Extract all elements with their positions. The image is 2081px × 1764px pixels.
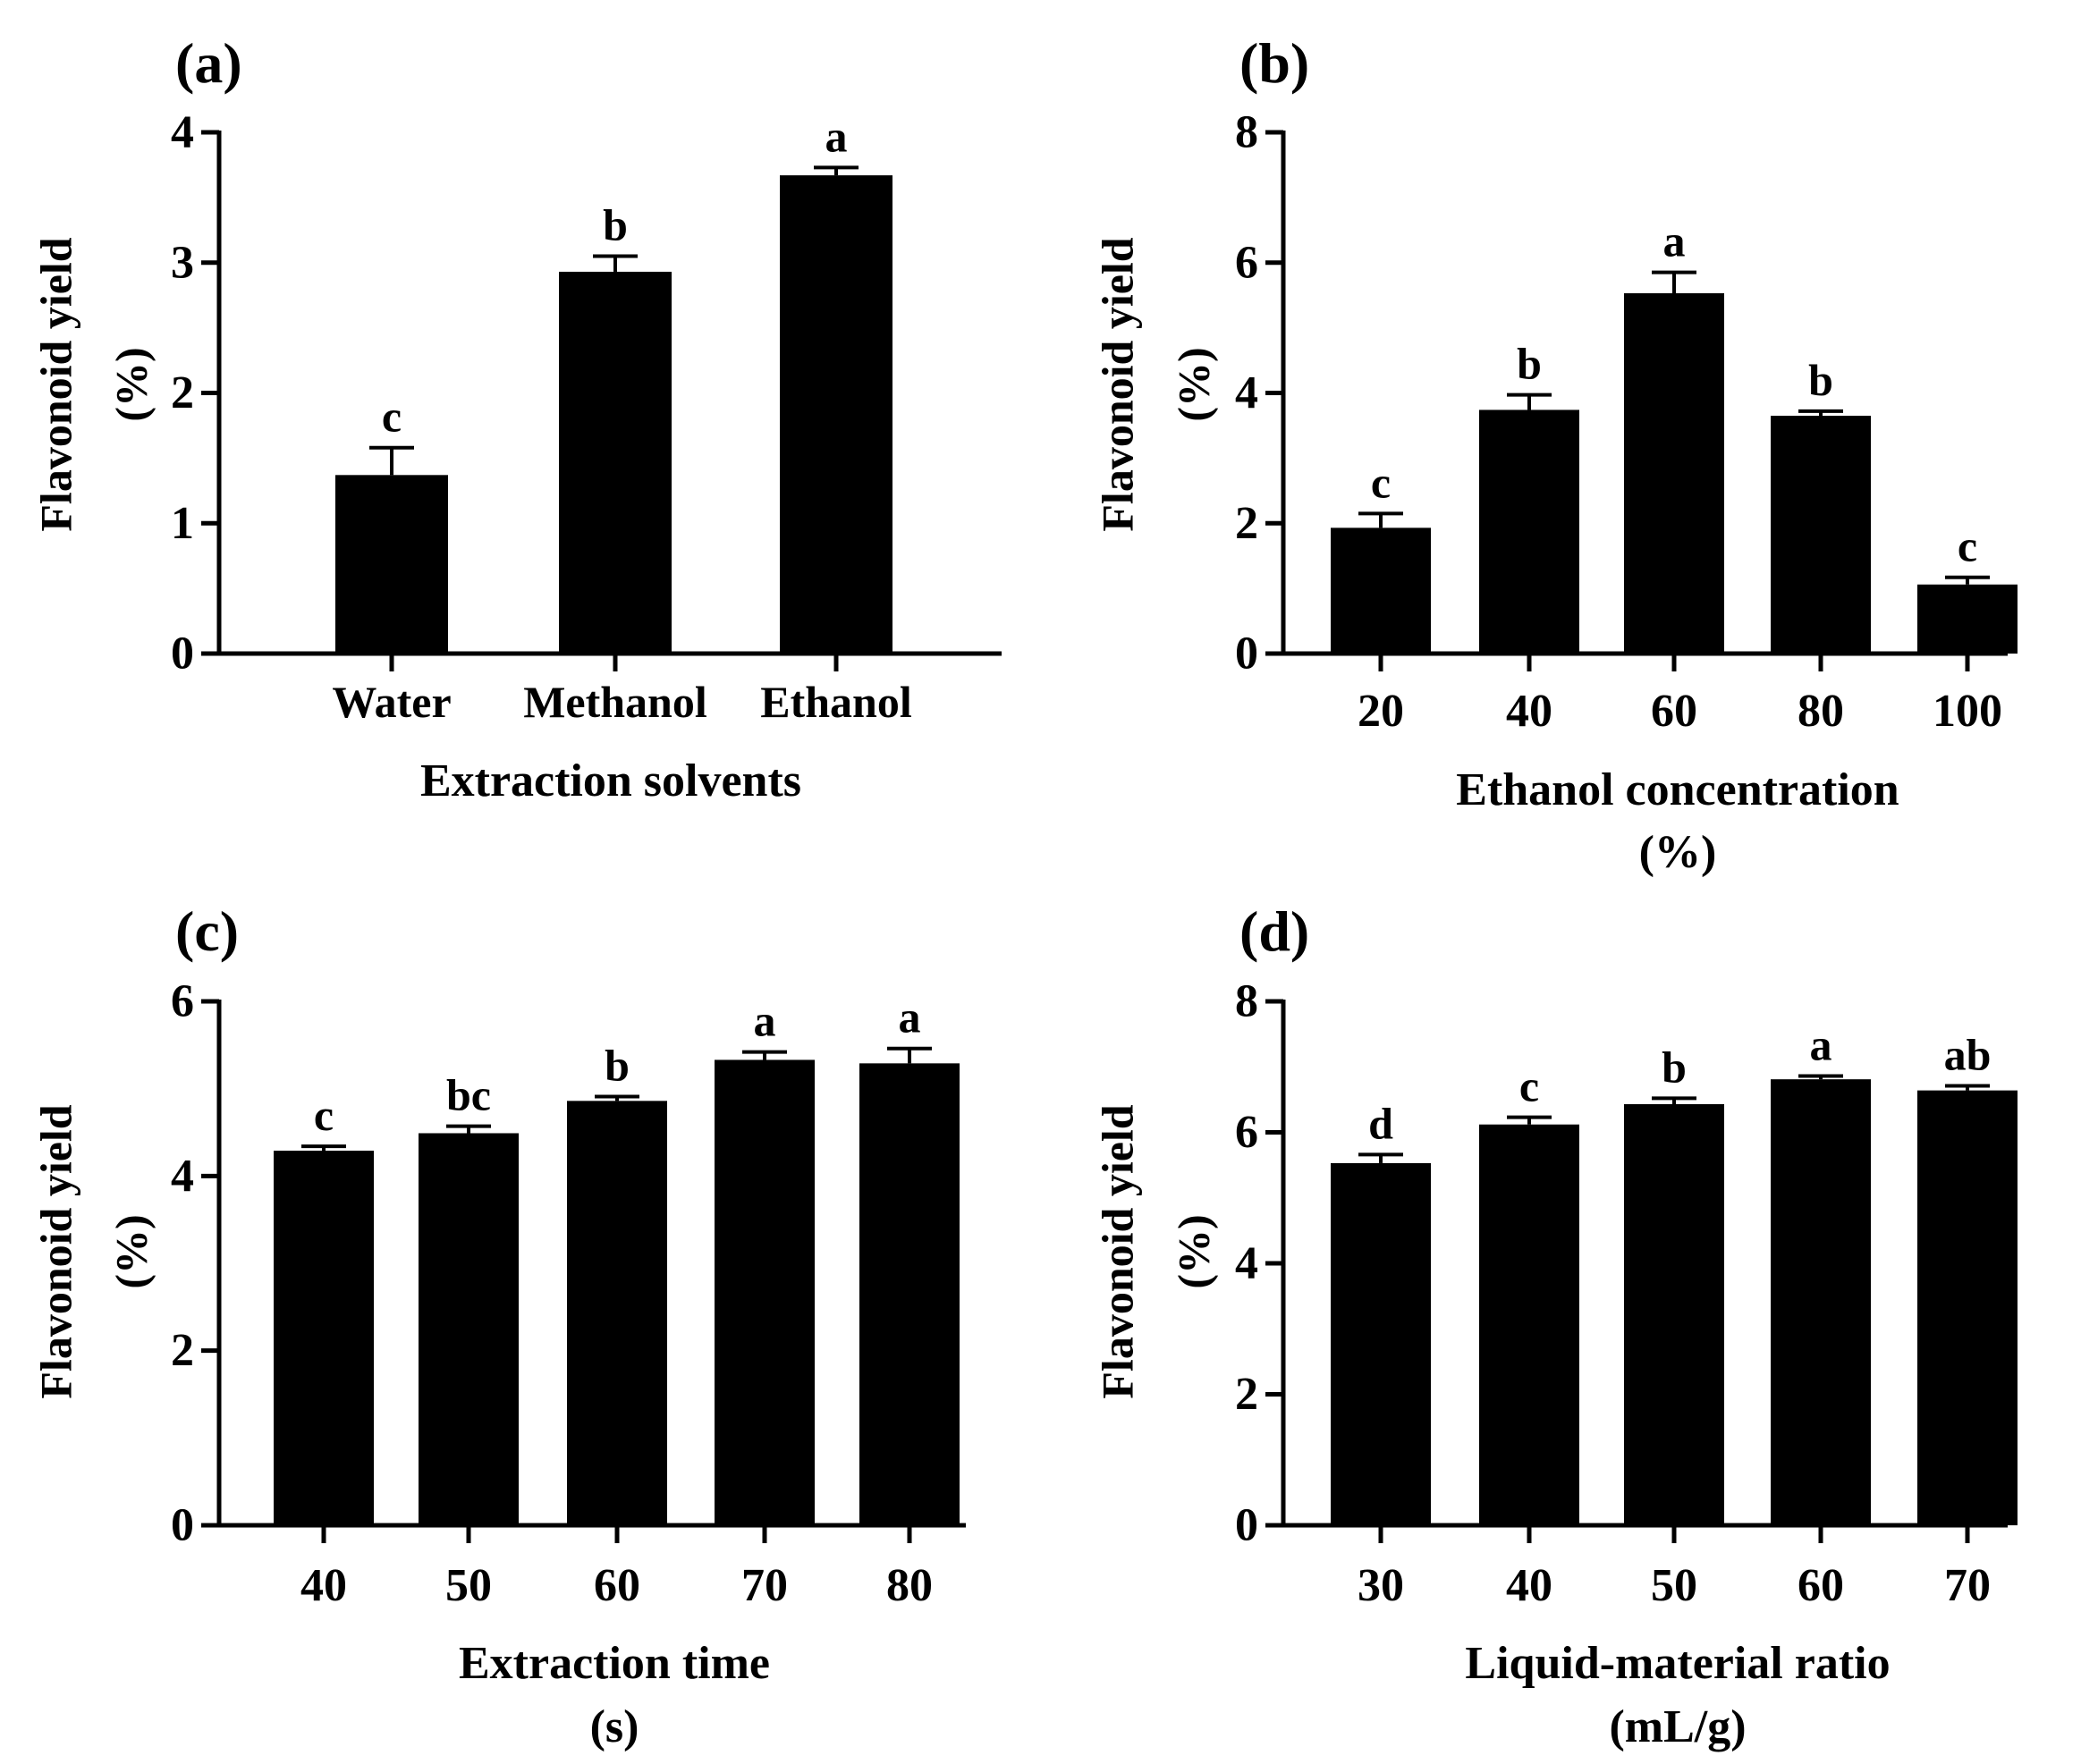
y-axis-unit: (%): [106, 1214, 156, 1288]
bar-40: [1479, 409, 1579, 654]
y-axis-title: Flavonoid yield: [1092, 1104, 1142, 1398]
x-tick-label: 40: [300, 1560, 347, 1611]
bar-40: [274, 1151, 374, 1525]
chart-panel-c: (c) Flavonoid yield (%) 0 2 4 6 c 40 bc 50 b 60 a 70 a 8…: [30, 899, 966, 1752]
bar-20: [1331, 528, 1431, 654]
bar-Water: [335, 475, 448, 654]
y-axis-unit: (%): [1168, 1214, 1218, 1288]
y-tick-label: 8: [1235, 107, 1258, 158]
y-tick-label: 1: [171, 498, 194, 549]
bar-30: [1331, 1162, 1431, 1525]
significance-letter: c: [1958, 521, 1977, 571]
significance-letter: c: [314, 1090, 334, 1140]
x-tick-label: Ethanol: [760, 677, 912, 727]
significance-letter: a: [1663, 216, 1686, 266]
bar-Ethanol: [780, 175, 892, 654]
y-axis-unit: (%): [106, 347, 156, 421]
x-tick-label: 30: [1358, 1560, 1404, 1611]
significance-letter: a: [899, 992, 921, 1042]
x-tick-label: 40: [1506, 1560, 1552, 1611]
y-tick-label: 2: [171, 367, 194, 418]
chart-panel-a: (a) Flavonoid yield (%) 0 1 2 3 4 c Water b Methano…: [30, 31, 1002, 806]
y-tick-label: 4: [1235, 1238, 1258, 1289]
significance-letter: b: [1517, 339, 1542, 389]
x-axis-title: Ethanol concentration: [1456, 764, 1899, 815]
bar-50: [1624, 1104, 1724, 1525]
y-axis-title: Flavonoid yield: [1092, 237, 1142, 531]
x-tick-label: 60: [594, 1560, 640, 1611]
significance-letter: b: [1808, 355, 1833, 405]
significance-letter: ab: [1944, 1029, 1992, 1079]
significance-letter: d: [1368, 1098, 1393, 1148]
x-tick-label: 70: [741, 1560, 788, 1611]
x-tick-label: Water: [332, 677, 451, 727]
y-tick-label: 2: [171, 1325, 194, 1376]
significance-letter: a: [754, 996, 776, 1046]
x-axis-title: Extraction solvents: [420, 755, 801, 806]
panels-group: (a) Flavonoid yield (%) 0 1 2 3 4 c Water b Methano…: [30, 31, 2018, 1752]
y-tick-label: 0: [171, 1500, 194, 1551]
x-tick-label: 20: [1358, 686, 1404, 737]
significance-letter: b: [1662, 1042, 1687, 1092]
significance-letter: b: [605, 1040, 630, 1090]
x-tick-label: 100: [1933, 686, 2002, 737]
bar-80: [1771, 416, 1871, 654]
y-tick-label: 2: [1235, 1369, 1258, 1420]
bar-60: [1624, 293, 1724, 654]
x-axis-unit: (mL/g): [1609, 1701, 1746, 1752]
y-axis-title: Flavonoid yield: [30, 237, 80, 531]
significance-letter: bc: [446, 1070, 491, 1120]
significance-letter: c: [1519, 1061, 1539, 1111]
panel-label: (b): [1239, 31, 1309, 95]
y-tick-label: 4: [171, 107, 194, 158]
bar-60: [567, 1101, 667, 1525]
x-axis-title: Liquid-material ratio: [1465, 1638, 1890, 1689]
bar-50: [419, 1133, 519, 1525]
x-tick-label: 80: [1798, 686, 1844, 737]
y-tick-label: 8: [1235, 976, 1258, 1027]
y-tick-label: 0: [171, 629, 194, 679]
significance-letter: a: [1810, 1020, 1832, 1070]
bar-40: [1479, 1124, 1579, 1525]
significance-letter: c: [1371, 457, 1391, 507]
bar-60: [1771, 1079, 1871, 1525]
y-tick-label: 0: [1235, 629, 1258, 679]
panel-label: (a): [175, 31, 242, 95]
y-axis-unit: (%): [1168, 347, 1218, 421]
significance-letter: c: [382, 392, 402, 442]
bar-70: [1917, 1090, 2018, 1525]
bar-100: [1917, 584, 2018, 654]
y-tick-label: 0: [1235, 1500, 1258, 1551]
panel-label: (c): [175, 899, 239, 963]
y-tick-label: 6: [1235, 1107, 1258, 1158]
y-tick-label: 2: [1235, 498, 1258, 549]
y-tick-label: 6: [1235, 237, 1258, 288]
y-axis-title: Flavonoid yield: [30, 1104, 80, 1398]
bar-Methanol: [559, 271, 672, 654]
significance-letter: a: [825, 111, 848, 161]
x-axis-title: Extraction time: [459, 1638, 770, 1689]
y-tick-label: 4: [1235, 367, 1258, 418]
x-tick-label: 70: [1944, 1560, 1991, 1611]
y-tick-label: 6: [171, 976, 194, 1027]
y-tick-label: 3: [171, 237, 194, 288]
x-tick-label: 50: [1651, 1560, 1697, 1611]
x-tick-label: Methanol: [523, 677, 707, 727]
x-tick-label: 50: [445, 1560, 492, 1611]
x-tick-label: 60: [1798, 1560, 1844, 1611]
x-tick-label: 40: [1506, 686, 1552, 737]
significance-letter: b: [603, 199, 628, 249]
x-tick-label: 80: [886, 1560, 933, 1611]
x-tick-label: 60: [1651, 686, 1697, 737]
chart-panel-b: (b) Flavonoid yield (%) 0 2 4 6 8 c 20 b 40 a 60 b 80 c 1…: [1092, 31, 2018, 878]
bar-70: [715, 1059, 815, 1525]
x-axis-unit: (s): [590, 1701, 639, 1752]
chart-panel-d: (d) Flavonoid yield (%) 0 2 4 6 8 d 30 c 40 b 50 a 60 ab…: [1092, 899, 2018, 1752]
panel-label: (d): [1239, 899, 1309, 963]
x-axis-unit: (%): [1639, 827, 1717, 878]
y-tick-label: 4: [171, 1151, 194, 1202]
bar-80: [859, 1063, 960, 1525]
